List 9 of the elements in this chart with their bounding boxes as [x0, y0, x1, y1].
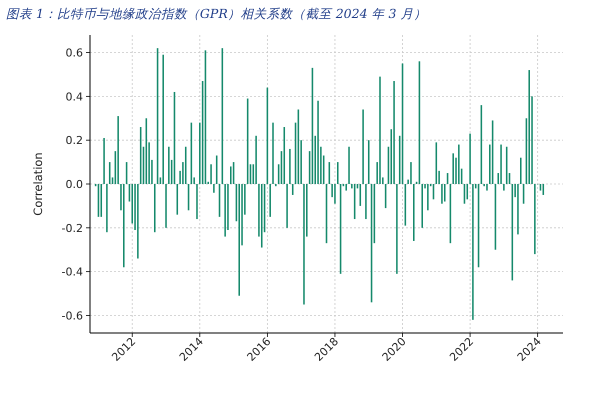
y-tick-label: -0.6: [62, 309, 83, 322]
y-tick-label: 0.4: [66, 90, 83, 104]
y-tick-label: 0.0: [66, 178, 83, 191]
y-tick-label: 0.2: [66, 134, 83, 148]
y-tick-label: -0.4: [62, 266, 83, 279]
y-tick-label: 0.6: [66, 46, 83, 60]
chart-title: 图表 1：比特币与地缘政治指数（GPR）相关系数（截至 2024 年 3 月）: [6, 6, 426, 21]
y-axis-title: Correlation: [31, 152, 45, 216]
y-tick-label: -0.2: [62, 222, 83, 235]
